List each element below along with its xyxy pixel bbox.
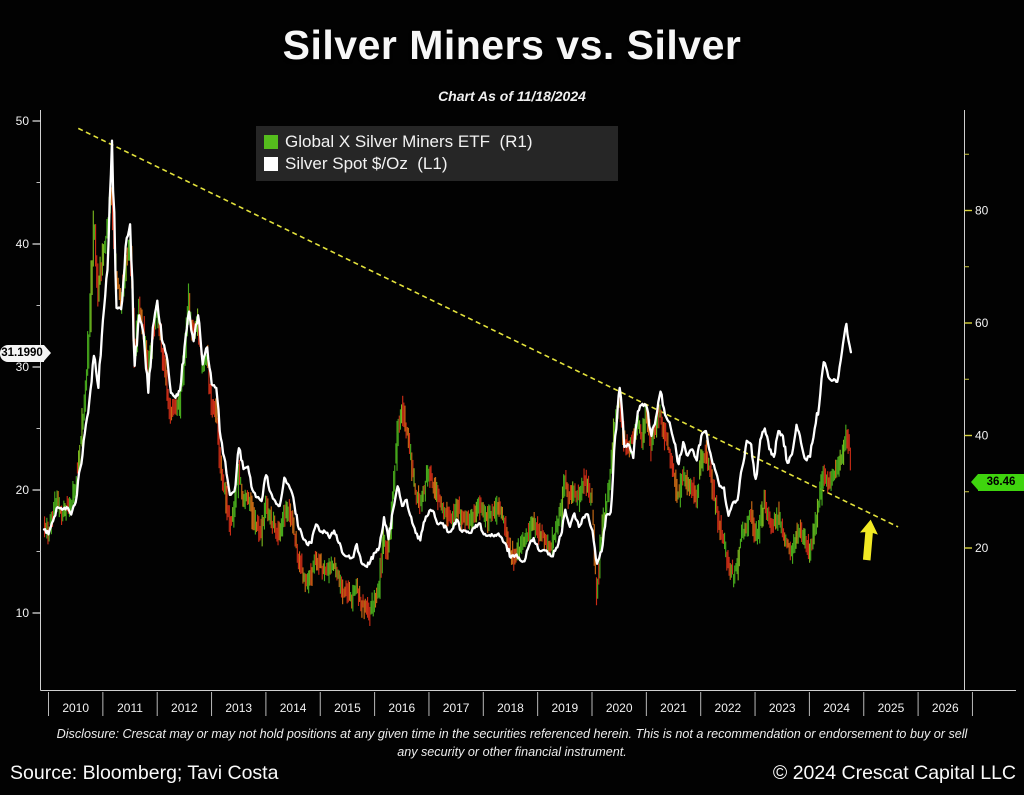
svg-text:2019: 2019 [551, 701, 578, 715]
svg-text:20: 20 [16, 483, 30, 497]
svg-text:60: 60 [975, 316, 989, 330]
svg-text:2020: 2020 [606, 701, 633, 715]
legend-item-silver-miners-etf: Global X Silver Miners ETF (R1) [264, 131, 608, 153]
svg-text:2012: 2012 [171, 701, 198, 715]
legend-label-silver: Silver Spot $/Oz (L1) [285, 154, 448, 173]
legend-label-miners: Global X Silver Miners ETF (R1) [285, 132, 533, 151]
svg-text:40: 40 [975, 429, 989, 443]
svg-text:2013: 2013 [225, 701, 252, 715]
chart-as-of-subtitle: Chart As of 11/18/2024 [438, 88, 586, 104]
footer: Source: Bloomberg; Tavi Costa © 2024 Cre… [10, 762, 1016, 785]
svg-text:2022: 2022 [715, 701, 742, 715]
svg-text:2011: 2011 [117, 701, 143, 715]
svg-text:80: 80 [975, 204, 989, 218]
svg-text:2025: 2025 [878, 701, 905, 715]
svg-text:2024: 2024 [823, 701, 850, 715]
svg-text:2026: 2026 [932, 701, 959, 715]
copyright-notice: © 2024 Crescat Capital LLC [772, 762, 1016, 784]
silver-series-swatch-icon [264, 157, 278, 171]
svg-text:40: 40 [16, 237, 30, 251]
svg-text:2016: 2016 [388, 701, 415, 715]
svg-text:20: 20 [975, 541, 989, 555]
svg-text:2015: 2015 [334, 701, 361, 715]
breakout-arrow-icon [860, 519, 878, 561]
svg-text:2014: 2014 [280, 701, 307, 715]
svg-text:2010: 2010 [62, 701, 89, 715]
svg-text:2023: 2023 [769, 701, 796, 715]
svg-text:2018: 2018 [497, 701, 524, 715]
source-credit: Source: Bloomberg; Tavi Costa [10, 762, 279, 784]
miners-last-price-badge: 36.46 [971, 474, 1024, 491]
svg-text:10: 10 [16, 606, 30, 620]
silver-last-price-badge: 31.1990 [0, 345, 51, 362]
miners-series [43, 173, 851, 626]
chart-legend: Global X Silver Miners ETF (R1) Silver S… [256, 126, 618, 181]
svg-text:2021: 2021 [660, 701, 687, 715]
svg-text:2017: 2017 [443, 701, 470, 715]
svg-text:30: 30 [16, 360, 30, 374]
x-axis-years: 2010 2011 2012 2013 2014 2015 2016 2017 2018 2019… [48, 692, 973, 716]
svg-text:50: 50 [16, 114, 30, 128]
page-title: Silver Miners vs. Silver [282, 22, 742, 68]
miners-series-swatch-icon [264, 135, 278, 149]
axes: 10 20 30 40 50 20 40 60 80 [16, 110, 1016, 691]
legend-item-silver-spot: Silver Spot $/Oz (L1) [264, 153, 608, 175]
disclosure-text: Disclosure: Crescat may or may not hold … [56, 727, 968, 759]
silver-spot-line [42, 139, 853, 569]
downtrend-line [77, 127, 899, 528]
